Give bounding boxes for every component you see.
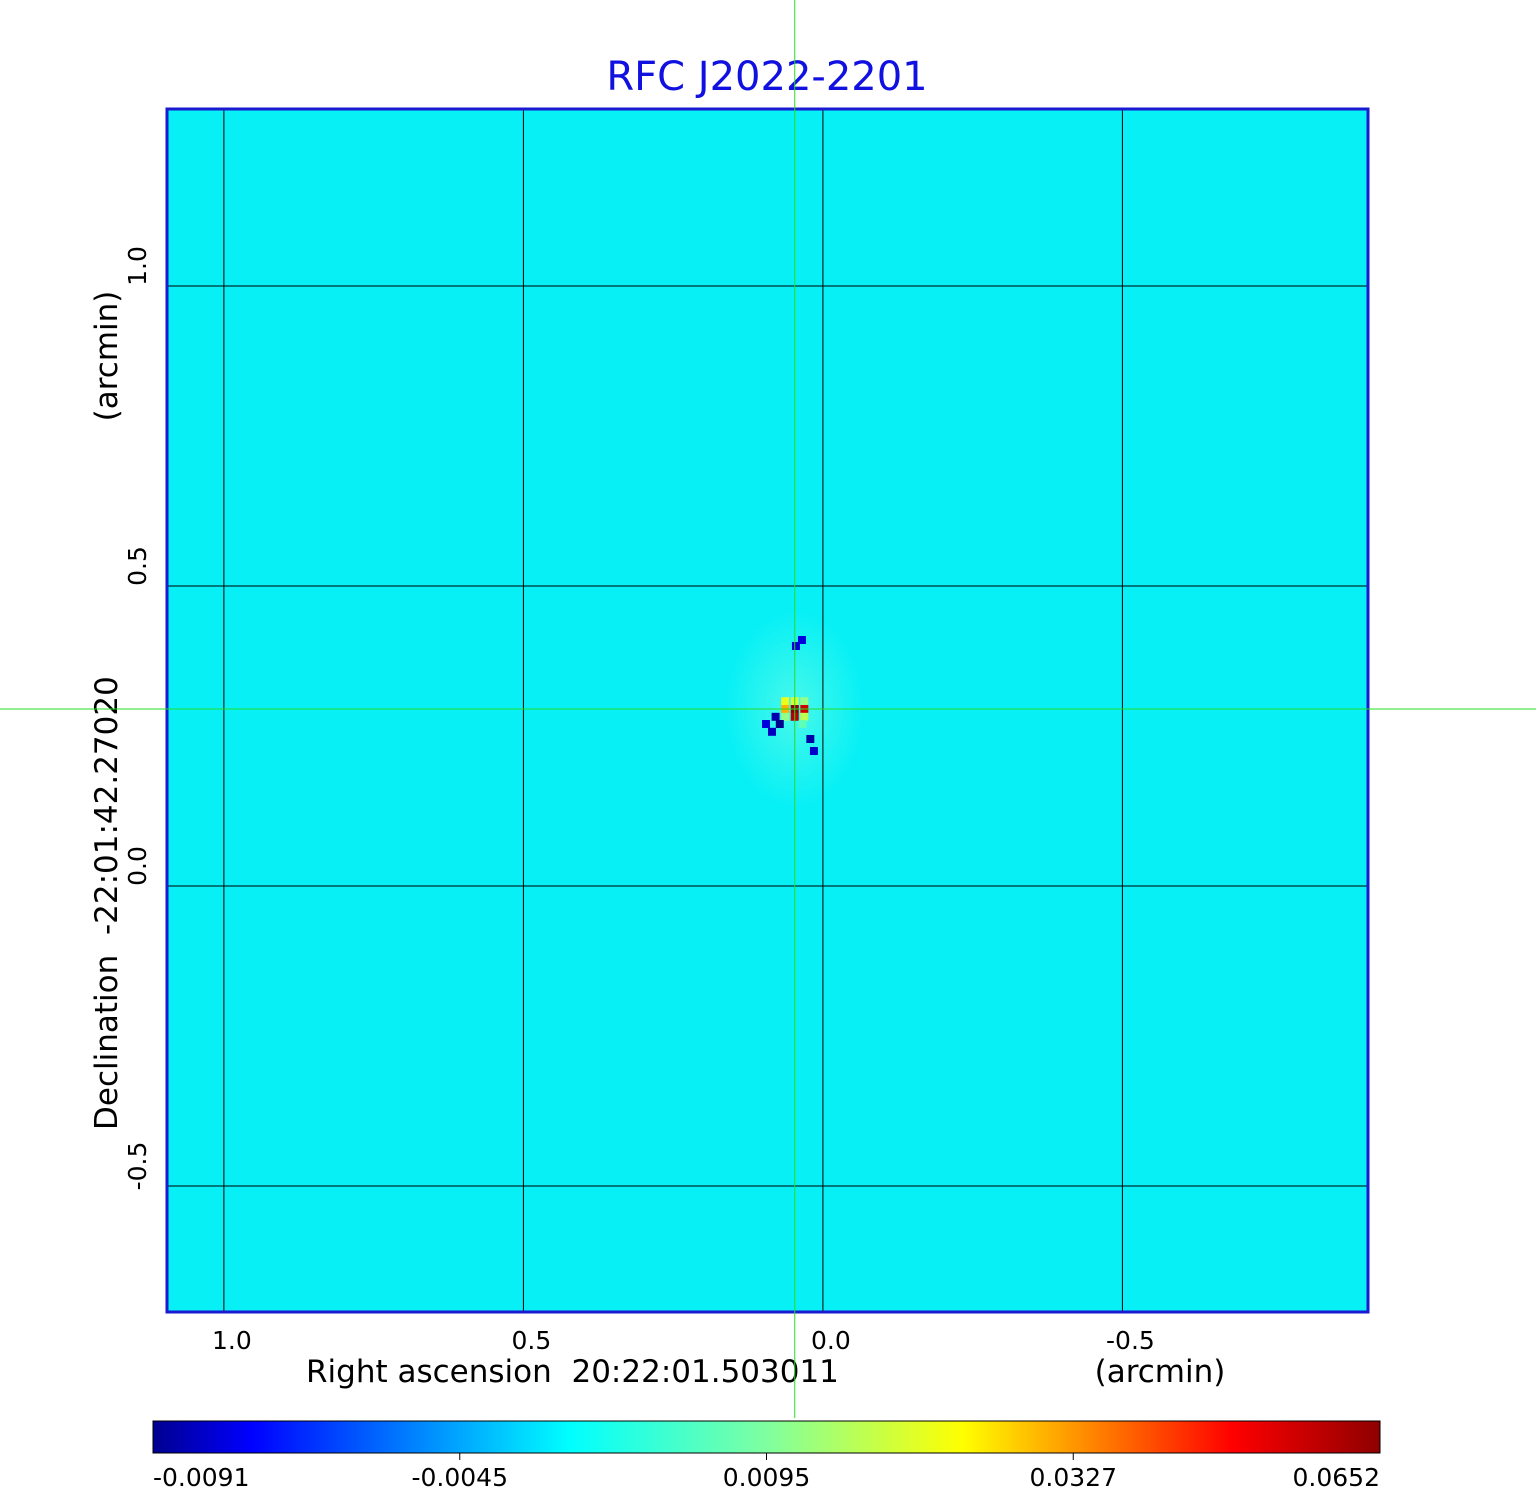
colorbar-tick-label: -0.0091 [153, 1463, 250, 1492]
source-pixel [806, 735, 815, 743]
x-axis-unit: (arcmin) [1095, 1354, 1226, 1390]
colorbar [152, 1420, 1381, 1454]
x-tick-label: -0.5 [1106, 1326, 1155, 1355]
colorbar-tick-layer: -0.0091 -0.0045 0.0095 0.0327 0.0652 [153, 1453, 1380, 1492]
source-pixel [797, 636, 806, 644]
y-tick-label: 1.0 [123, 246, 152, 286]
grid-layer [167, 109, 1368, 1312]
source-pixel [791, 642, 800, 650]
y-tick-label: 0.0 [123, 846, 152, 886]
colorbar-tick-label: 0.0327 [1030, 1463, 1117, 1492]
y-tick-label: -0.5 [123, 1142, 152, 1191]
source-pixel [809, 747, 818, 755]
source-pixel [781, 712, 790, 721]
y-axis-label: Declination -22:01:42.27020 [89, 676, 125, 1130]
colorbar-tick-label: 0.0095 [723, 1463, 810, 1492]
source-pixel [768, 727, 776, 736]
x-tick-label: 0.5 [512, 1326, 552, 1355]
x-tick-label: 1.0 [212, 1326, 252, 1355]
x-tick-layer: 1.0 0.5 0.0 -0.5 [212, 1326, 1155, 1355]
source-pixel [762, 720, 770, 728]
chart-title: RFC J2022-2201 [606, 54, 927, 100]
y-axis-unit: (arcmin) [89, 291, 125, 422]
y-tick-layer: 1.0 0.5 0.0 -0.5 [123, 246, 152, 1190]
colorbar-tick-label: -0.0045 [412, 1463, 509, 1492]
x-tick-label: 0.0 [811, 1326, 851, 1355]
source-pixel [800, 712, 809, 721]
source-pixel [798, 720, 807, 728]
source-pixel [775, 720, 784, 728]
source-pixel [800, 697, 809, 706]
colorbar-tick-label: 0.0652 [1293, 1463, 1380, 1492]
source-pixel [771, 712, 780, 721]
image-frame [165, 107, 1370, 1314]
source-pixel [781, 697, 790, 706]
y-tick-label: 0.5 [123, 546, 152, 586]
crosshair-layer [0, 0, 1536, 1418]
x-axis-label: Right ascension 20:22:01.503011 [306, 1354, 839, 1390]
